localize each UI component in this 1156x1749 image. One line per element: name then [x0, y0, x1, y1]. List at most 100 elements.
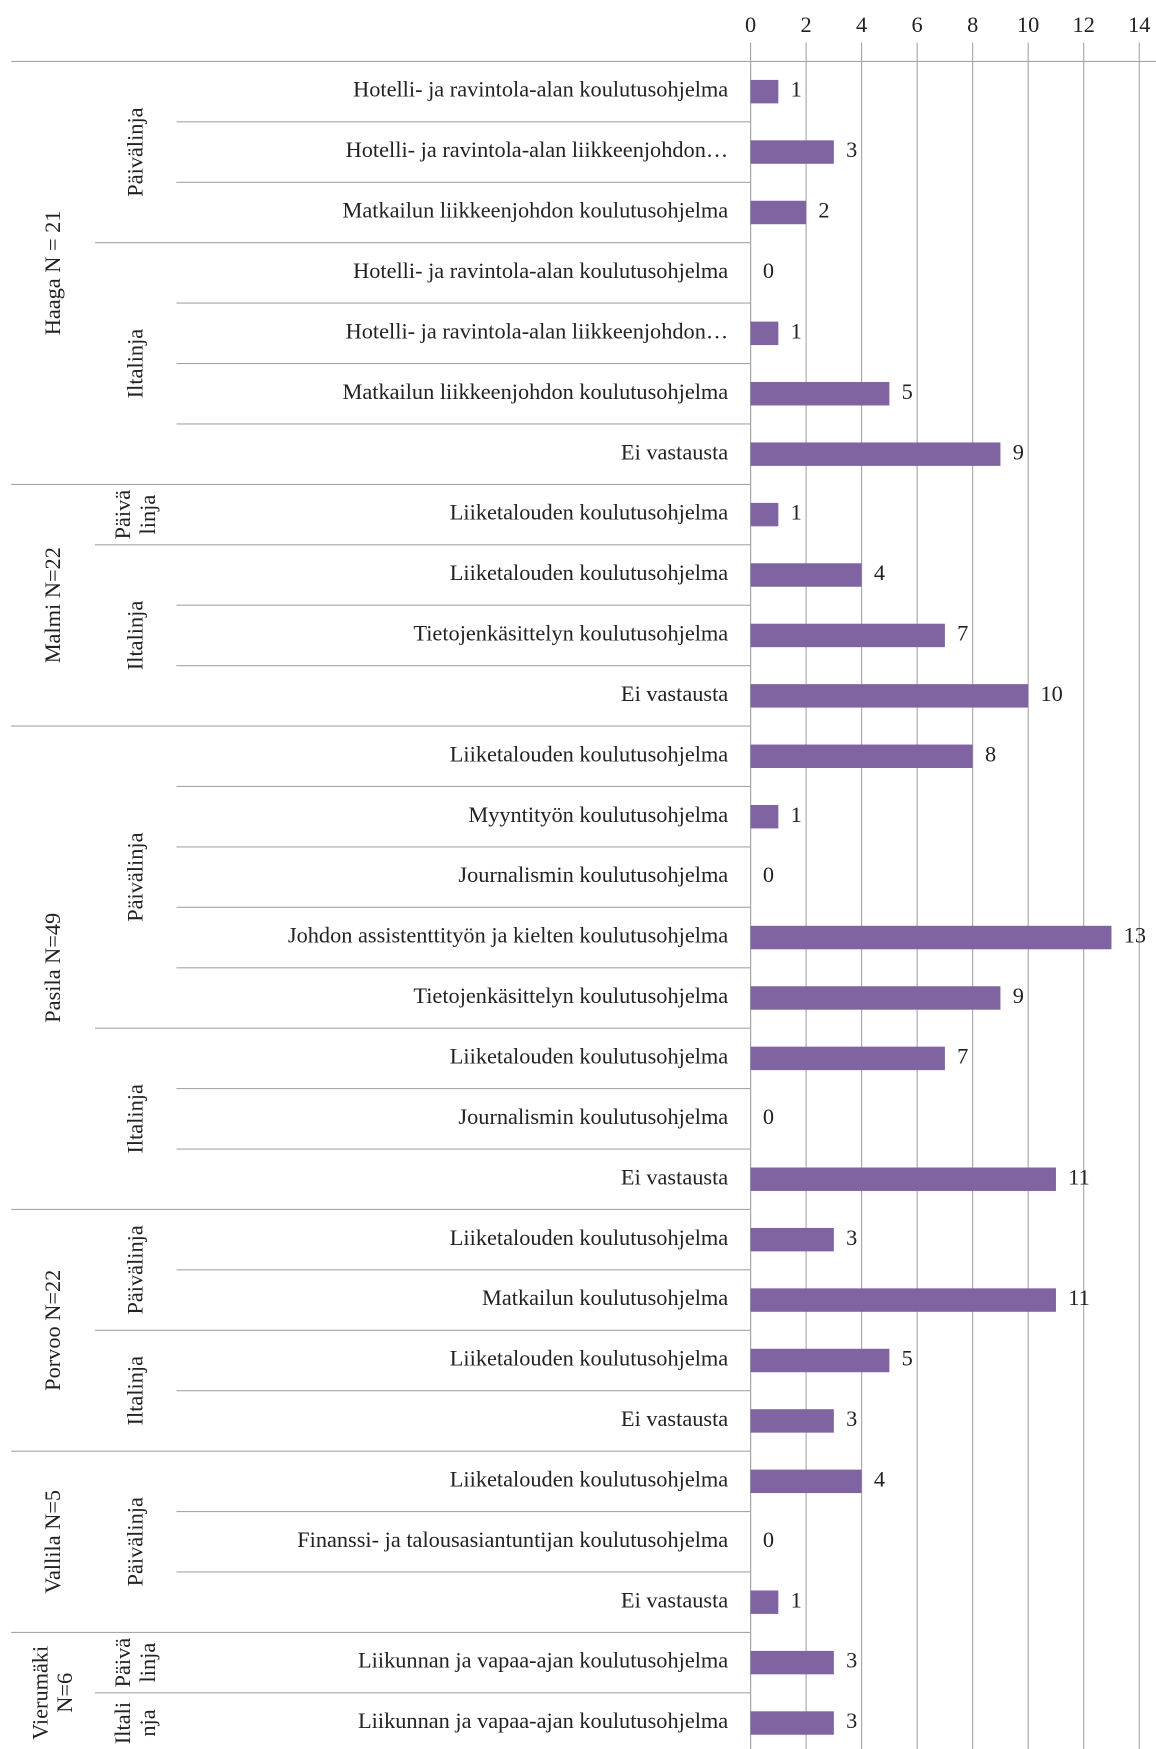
category-label: Liiketalouden koulutusohjelma [450, 741, 729, 766]
value-label: 1 [791, 802, 802, 827]
value-label: 5 [902, 1346, 913, 1371]
value-label: 3 [846, 1648, 857, 1673]
category-label: Liiketalouden koulutusohjelma [450, 560, 729, 585]
value-label: 4 [874, 1466, 885, 1491]
value-label: 1 [791, 318, 802, 343]
line-label: Päivä [110, 490, 135, 540]
line-label: Iltalinja [123, 601, 148, 671]
value-label: 2 [818, 198, 829, 223]
value-label: 0 [763, 258, 774, 283]
category-label: Matkailun liikkeenjohdon koulutusohjelma [342, 198, 728, 223]
bar [750, 1167, 1056, 1191]
bar [750, 1348, 890, 1373]
group-label: Vallila N=5 [40, 1490, 65, 1594]
bar [750, 1227, 834, 1252]
bar [750, 79, 779, 104]
x-tick-label: 2 [801, 12, 812, 37]
bar [750, 1650, 834, 1675]
value-label: 0 [763, 862, 774, 887]
category-label: Liiketalouden koulutusohjelma [450, 1225, 729, 1250]
category-label: Tietojenkäsittelyn koulutusohjelma [413, 983, 728, 1008]
category-label: Tietojenkäsittelyn koulutusohjelma [413, 621, 728, 646]
line-label: Iltalinja [123, 1084, 148, 1154]
value-label: 9 [1013, 439, 1024, 464]
x-tick-label: 8 [967, 12, 978, 37]
category-label: Johdon assistenttityön ja kielten koulut… [288, 923, 728, 948]
category-label: Matkailun koulutusohjelma [482, 1285, 728, 1310]
value-label: 0 [763, 1104, 774, 1129]
group-label: Malmi N=22 [40, 547, 65, 663]
line-label: Iltali [110, 1702, 135, 1744]
bar [750, 1590, 779, 1614]
group-label: Haaga N = 21 [40, 210, 65, 335]
bar [750, 140, 834, 164]
bar [750, 321, 779, 346]
value-label: 5 [902, 379, 913, 404]
category-label: Liiketalouden koulutusohjelma [450, 500, 729, 525]
value-label: 1 [791, 1587, 802, 1612]
group-label: Porvoo N=22 [40, 1270, 65, 1391]
category-label: Hotelli- ja ravintola-alan liikkeenjohdo… [346, 137, 729, 162]
group-label: N=6 [52, 1673, 77, 1713]
group-label: Vierumäki [28, 1646, 53, 1740]
group-label: Pasila N=49 [40, 913, 65, 1023]
value-label: 13 [1124, 923, 1146, 948]
category-label: Journalismin koulutusohjelma [458, 862, 728, 887]
category-label: Liiketalouden koulutusohjelma [450, 1346, 729, 1371]
line-label: Päivälinja [123, 832, 148, 921]
bar [750, 623, 945, 648]
category-label: Myyntityön koulutusohjelma [468, 802, 728, 827]
category-label: Matkailun liikkeenjohdon koulutusohjelma [342, 379, 728, 404]
x-tick-label: 14 [1128, 12, 1150, 37]
value-label: 3 [846, 1406, 857, 1431]
value-label: 7 [957, 1044, 968, 1069]
bar [750, 1469, 862, 1494]
bar [750, 1711, 834, 1735]
value-label: 0 [763, 1527, 774, 1552]
bar [750, 382, 890, 406]
value-label: 3 [846, 1708, 857, 1733]
bar [750, 925, 1112, 950]
line-label: Iltalinja [123, 1356, 148, 1426]
value-label: 8 [985, 741, 996, 766]
x-tick-label: 10 [1017, 12, 1039, 37]
value-label: 7 [957, 621, 968, 646]
bar [750, 684, 1029, 708]
value-label: 1 [791, 77, 802, 102]
x-tick-label: 12 [1073, 12, 1095, 37]
category-label: Journalismin koulutusohjelma [458, 1104, 728, 1129]
value-label: 10 [1040, 681, 1062, 706]
bar [750, 502, 779, 527]
category-label: Finanssi- ja talousasiantuntijan koulutu… [297, 1527, 728, 1552]
value-label: 4 [874, 560, 885, 585]
line-label: Päivälinja [123, 1497, 148, 1586]
bar [750, 200, 807, 225]
category-label: Liikunnan ja vapaa-ajan koulutusohjelma [358, 1648, 728, 1673]
category-label: Ei vastausta [621, 1587, 728, 1612]
line-label: Iltalinja [123, 329, 148, 399]
x-tick-label: 4 [856, 12, 867, 37]
category-label: Hotelli- ja ravintola-alan koulutusohjel… [353, 258, 728, 283]
category-label: Ei vastausta [621, 1164, 728, 1189]
bar [750, 1409, 834, 1433]
value-label: 11 [1068, 1164, 1090, 1189]
line-label: linja [135, 1643, 160, 1683]
value-label: 9 [1013, 983, 1024, 1008]
category-label: Hotelli- ja ravintola-alan liikkeenjohdo… [346, 318, 729, 343]
value-label: 1 [791, 500, 802, 525]
line-label: Päivälinja [123, 1225, 148, 1314]
bar [750, 1046, 945, 1071]
line-label: Päivä [110, 1638, 135, 1688]
category-label: Ei vastausta [621, 681, 728, 706]
category-label: Ei vastausta [621, 439, 728, 464]
bar [750, 804, 779, 829]
category-label: Liiketalouden koulutusohjelma [450, 1044, 729, 1069]
value-label: 3 [846, 1225, 857, 1250]
line-label: linja [135, 495, 160, 535]
category-label: Hotelli- ja ravintola-alan koulutusohjel… [353, 77, 728, 102]
category-label: Ei vastausta [621, 1406, 728, 1431]
value-label: 11 [1068, 1285, 1090, 1310]
category-label: Liiketalouden koulutusohjelma [450, 1466, 729, 1491]
